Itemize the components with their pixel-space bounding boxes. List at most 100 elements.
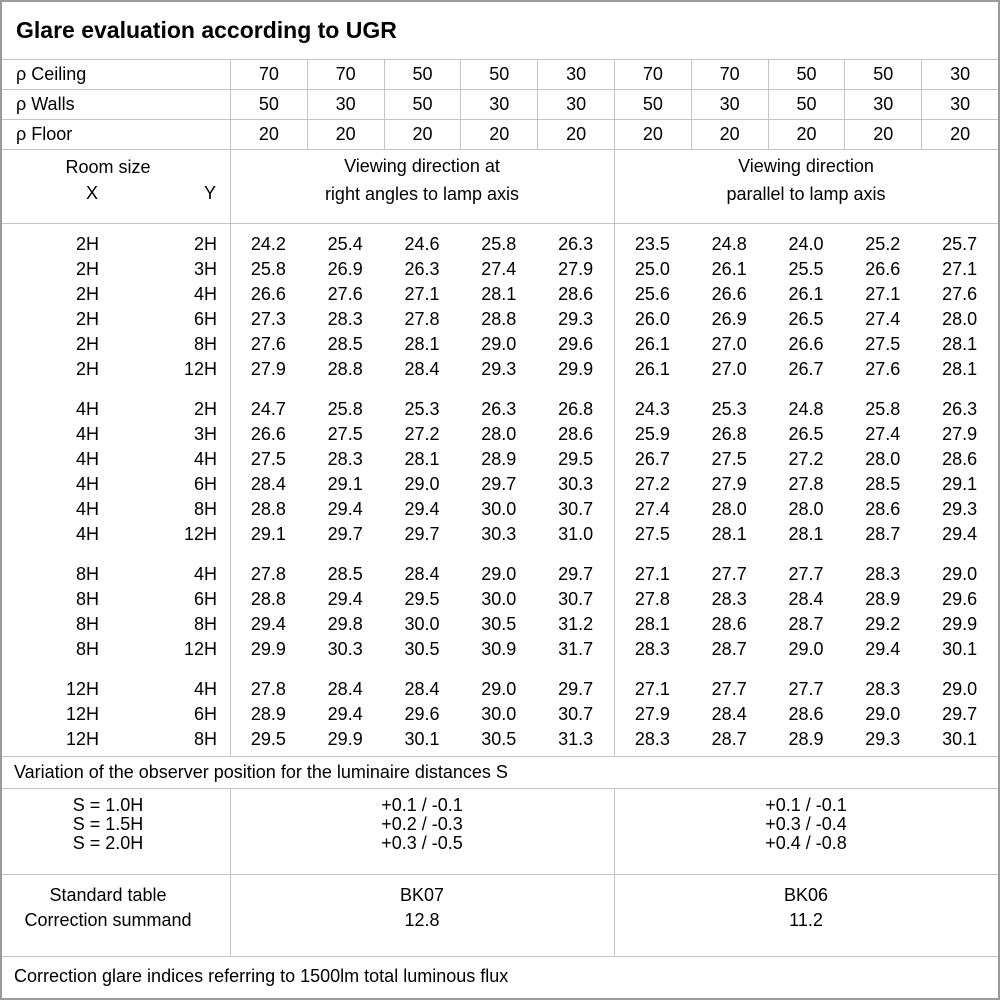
ugr-value-cell: 26.6 xyxy=(865,259,901,279)
header-line: Viewing direction at xyxy=(344,156,500,176)
ugr-value-cell: 25.4 xyxy=(327,234,363,254)
variation-note: Variation of the observer position for t… xyxy=(2,757,998,789)
ugr-value-cell: 27.0 xyxy=(711,359,747,379)
ugr-value-cell: 26.3 xyxy=(558,234,594,254)
ugr-value-cell: 31.0 xyxy=(558,524,594,544)
ugr-value-cell: 28.5 xyxy=(865,474,901,494)
reflectance-value: 50 xyxy=(383,60,461,89)
header-line: right angles to lamp axis xyxy=(324,184,520,204)
ugr-value-cell: 24.0 xyxy=(788,234,824,254)
room-x-cell: 12H xyxy=(65,679,99,699)
ugr-row: 12H 4H 27.8 28.4 28.4 29.0 29.7 27.1 27.7 27.7 28.… xyxy=(2,677,998,702)
ugr-value-cell: 28.1 xyxy=(404,334,440,354)
ugr-row: 4H 8H 28.8 29.4 29.4 30.0 30.7 27.4 28.0 28.0 28.6… xyxy=(2,497,998,522)
ugr-value-cell: 28.6 xyxy=(788,704,824,724)
reflectance-value: 20 xyxy=(383,120,461,149)
ugr-value-cell: 29.4 xyxy=(250,614,286,634)
reflectance-value: 20 xyxy=(690,120,768,149)
ugr-value-cell: 24.7 xyxy=(250,399,286,419)
ugr-value-cell: 28.1 xyxy=(788,524,824,544)
ugr-value-cell: 27.9 xyxy=(711,474,747,494)
ugr-value-cell: 28.4 xyxy=(711,704,747,724)
reflectance-value: 30 xyxy=(921,90,998,119)
standard-table-value: BK06 xyxy=(783,885,829,905)
reflectance-value: 50 xyxy=(767,60,845,89)
ugr-value-cell: 24.3 xyxy=(634,399,670,419)
reflectance-value: 50 xyxy=(230,90,307,119)
ugr-row: 2H 2H 24.2 25.4 24.6 25.8 26.3 23.5 24.8 24.0 25.2… xyxy=(2,232,998,257)
ugr-value-cell: 29.9 xyxy=(250,639,286,659)
ugr-value-cell: 25.8 xyxy=(327,399,363,419)
ugr-value-cell: 26.6 xyxy=(711,284,747,304)
report-title: Glare evaluation according to UGR xyxy=(2,2,998,60)
ugr-value-cell: 30.0 xyxy=(481,589,517,609)
ugr-value-cell: 30.3 xyxy=(558,474,594,494)
ugr-value-cell: 29.4 xyxy=(327,499,363,519)
ugr-value-cell: 27.5 xyxy=(865,334,901,354)
group-gap xyxy=(2,547,998,562)
room-y-cell: 4H xyxy=(193,679,217,699)
ugr-value-cell: 28.3 xyxy=(711,589,747,609)
room-y-cell: 6H xyxy=(193,589,217,609)
ugr-value-cell: 30.1 xyxy=(404,729,440,749)
ugr-value-cell: 28.6 xyxy=(558,424,594,444)
ugr-value-cell: 28.1 xyxy=(634,614,670,634)
reflectance-value: 20 xyxy=(614,120,691,149)
ugr-value-cell: 28.0 xyxy=(711,499,747,519)
ugr-row: 8H 12H 29.9 30.3 30.5 30.9 31.7 28.3 28.7 29.0 29.… xyxy=(2,637,998,662)
reflectance-value: 50 xyxy=(383,90,461,119)
reflectance-value: 70 xyxy=(306,60,384,89)
ugr-value-cell: 25.8 xyxy=(865,399,901,419)
room-y-cell: 8H xyxy=(193,499,217,519)
ugr-value-cell: 26.1 xyxy=(711,259,747,279)
ugr-value-cell: 27.9 xyxy=(942,424,978,444)
ugr-value-cell: 31.7 xyxy=(558,639,594,659)
ugr-value-cell: 29.0 xyxy=(481,564,517,584)
spacing-value: +0.1 / -0.1 xyxy=(381,795,463,815)
ugr-value-cell: 28.9 xyxy=(481,449,517,469)
correction-summand-value: 11.2 xyxy=(789,910,823,930)
room-y-cell: 12H xyxy=(183,524,217,544)
ugr-value-cell: 26.5 xyxy=(788,424,824,444)
ugr-value-cell: 28.3 xyxy=(327,449,363,469)
ugr-value-cell: 30.7 xyxy=(558,499,594,519)
reflectance-value: 20 xyxy=(306,120,384,149)
ugr-value-cell: 29.1 xyxy=(327,474,363,494)
ugr-value-cell: 28.6 xyxy=(865,499,901,519)
ugr-value-cell: 29.7 xyxy=(404,524,440,544)
reflectance-value: 30 xyxy=(537,90,614,119)
ugr-value-cell: 25.8 xyxy=(481,234,517,254)
ugr-value-cell: 29.9 xyxy=(942,614,978,634)
ugr-value-cell: 25.2 xyxy=(865,234,901,254)
ugr-value-cell: 28.3 xyxy=(327,309,363,329)
ugr-value-cell: 27.1 xyxy=(942,259,978,279)
ugr-value-cell: 28.9 xyxy=(865,589,901,609)
ugr-value-cell: 30.0 xyxy=(481,704,517,724)
ugr-value-cell: 29.0 xyxy=(481,334,517,354)
ugr-value-cell: 28.3 xyxy=(634,639,670,659)
spacing-value: +0.3 / -0.5 xyxy=(381,833,463,853)
room-x-cell: 4H xyxy=(75,424,99,444)
ugr-value-cell: 26.9 xyxy=(711,309,747,329)
ugr-value-cell: 29.6 xyxy=(942,589,978,609)
ugr-value-cell: 29.5 xyxy=(404,589,440,609)
ugr-value-cell: 25.9 xyxy=(634,424,670,444)
ugr-value-cell: 25.3 xyxy=(404,399,440,419)
correction-summand-label: Correction summand xyxy=(24,910,192,930)
ugr-value-cell: 27.6 xyxy=(250,334,286,354)
room-y-cell: 4H xyxy=(193,564,217,584)
x-axis-label: X xyxy=(85,183,98,203)
reflectance-value: 20 xyxy=(767,120,845,149)
room-y-cell: 3H xyxy=(193,259,217,279)
ugr-value-cell: 26.6 xyxy=(250,424,286,444)
room-size-label: Room size xyxy=(65,157,151,177)
ugr-value-cell: 23.5 xyxy=(634,234,670,254)
room-y-cell: 6H xyxy=(193,309,217,329)
spacing-value: +0.3 / -0.4 xyxy=(765,814,847,834)
ugr-row: 2H 6H 27.3 28.3 27.8 28.8 29.3 26.0 26.9 26.5 27.4… xyxy=(2,307,998,332)
ugr-value-cell: 28.4 xyxy=(404,359,440,379)
ugr-value-cell: 28.9 xyxy=(788,729,824,749)
ugr-value-cell: 27.5 xyxy=(250,449,286,469)
standard-values-parallel: BK06 11.2 xyxy=(614,883,998,956)
reflectance-value: 50 xyxy=(767,90,845,119)
